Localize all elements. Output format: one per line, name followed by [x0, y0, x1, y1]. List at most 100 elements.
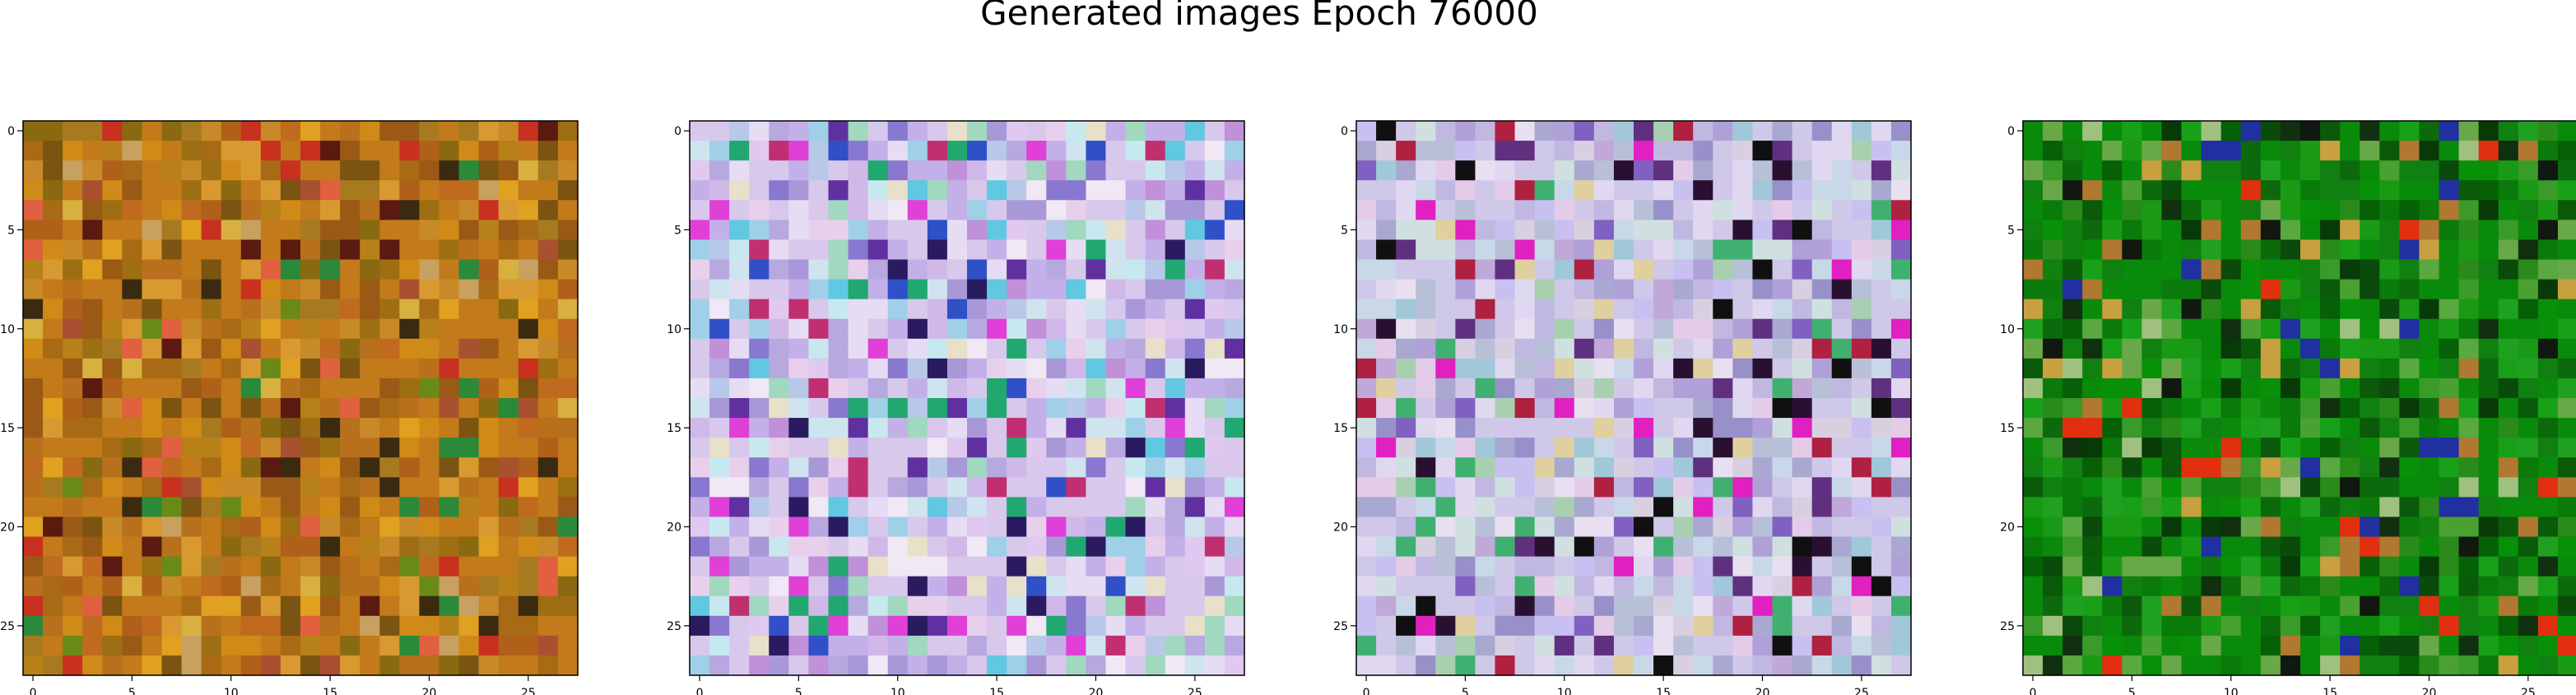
pixel-cell: [1673, 121, 1694, 141]
pixel-cell: [1693, 656, 1713, 676]
pixel-cell: [1614, 160, 1634, 181]
pixel-cell: [2439, 299, 2460, 320]
pixel-cell: [868, 260, 889, 280]
pixel-cell: [1594, 260, 1615, 280]
pixel-cell: [1891, 299, 1912, 320]
pixel-cell: [499, 517, 519, 537]
pixel-cell: [2221, 339, 2242, 359]
pixel-cell: [2281, 497, 2301, 517]
pixel-cell: [868, 141, 889, 161]
pixel-cell: [1026, 339, 1047, 359]
pixel-cell: [2182, 577, 2202, 597]
pixel-cell: [1872, 497, 1892, 517]
pixel-cell: [142, 517, 162, 537]
pixel-cell: [829, 121, 849, 141]
pixel-cell: [1713, 418, 1733, 438]
pixel-cell: [1852, 418, 1872, 438]
pixel-cell: [43, 497, 63, 517]
pixel-cell: [1086, 299, 1106, 320]
pixel-cell: [202, 121, 222, 141]
pixel-cell: [221, 457, 242, 478]
pixel-cell: [43, 656, 63, 676]
pixel-cell: [1146, 319, 1166, 340]
pixel-cell: [2241, 260, 2262, 280]
pixel-cell: [1165, 299, 1186, 320]
pixel-cell: [1396, 577, 1416, 597]
pixel-cell: [1106, 280, 1127, 300]
pixel-cell: [1793, 596, 1813, 617]
pixel-cell: [320, 339, 341, 359]
pixel-cell: [261, 537, 281, 558]
pixel-cell: [142, 457, 162, 478]
pixel-cell: [1455, 656, 1476, 676]
pixel-cell: [888, 517, 909, 537]
pixel-cell: [1455, 577, 1476, 597]
pixel-cell: [1026, 141, 1047, 161]
pixel-cell: [340, 557, 360, 577]
pixel-cell: [987, 121, 1007, 141]
pixel-cell: [1225, 537, 1245, 558]
pixel-cell: [808, 180, 829, 201]
pixel-cell: [987, 616, 1007, 637]
pixel-cell: [987, 418, 1007, 438]
pixel-cell: [122, 121, 142, 141]
pixel-cell: [558, 577, 579, 597]
pixel-cell: [221, 537, 242, 558]
pixel-cell: [1146, 497, 1166, 517]
pixel-cell: [1046, 141, 1067, 161]
pixel-cell: [1066, 239, 1086, 260]
pixel-cell: [261, 141, 281, 161]
pixel-cell: [1066, 378, 1086, 399]
pixel-cell: [1515, 497, 1536, 517]
pixel-cell: [2459, 398, 2480, 419]
pixel-cell: [1086, 596, 1106, 617]
pixel-cell: [1852, 656, 1872, 676]
pixel-cell: [1435, 260, 1456, 280]
pixel-cell: [43, 121, 63, 141]
pixel-cell: [1126, 616, 1146, 637]
pixel-cell: [162, 537, 183, 558]
pixel-cell: [908, 239, 928, 260]
pixel-cell: [538, 378, 559, 399]
pixel-cell: [769, 121, 789, 141]
pixel-cell: [2439, 457, 2460, 478]
pixel-cell: [2399, 557, 2420, 577]
pixel-cell: [2082, 180, 2103, 201]
pixel-cell: [23, 200, 44, 220]
pixel-cell: [1046, 457, 1067, 478]
pixel-cell: [2202, 537, 2222, 558]
pixel-cell: [102, 180, 123, 201]
pixel-cell: [162, 596, 183, 617]
pixel-cell: [379, 260, 400, 280]
pixel-cell: [1852, 616, 1872, 637]
pixel-cell: [1515, 239, 1536, 260]
pixel-cell: [2261, 497, 2281, 517]
pixel-cell: [2162, 378, 2183, 399]
pixel-cell: [1066, 577, 1086, 597]
pixel-cell: [1773, 359, 1793, 379]
pixel-cell: [340, 359, 360, 379]
pixel-cell: [419, 497, 439, 517]
pixel-cell: [1535, 616, 1555, 637]
pixel-cell: [439, 497, 460, 517]
pixel-cell: [868, 299, 889, 320]
pixel-cell: [23, 596, 44, 617]
pixel-cell: [300, 656, 321, 676]
y-tick-label: 20: [667, 521, 681, 534]
pixel-cell: [241, 239, 262, 260]
pixel-cell: [2399, 577, 2420, 597]
pixel-cell: [102, 141, 123, 161]
y-tick-label: 10: [667, 323, 681, 336]
pixel-cell: [2379, 319, 2400, 340]
pixel-cell: [868, 497, 889, 517]
pixel-cell: [2023, 319, 2044, 340]
pixel-cell: [202, 616, 222, 637]
pixel-cell: [1066, 141, 1086, 161]
pixel-cell: [2340, 497, 2360, 517]
pixel-cell: [849, 557, 869, 577]
pixel-cell: [43, 477, 63, 498]
pixel-cell: [2439, 160, 2460, 181]
pixel-cell: [479, 339, 500, 359]
pixel-cell: [2439, 378, 2460, 399]
pixel-cell: [2419, 359, 2439, 379]
